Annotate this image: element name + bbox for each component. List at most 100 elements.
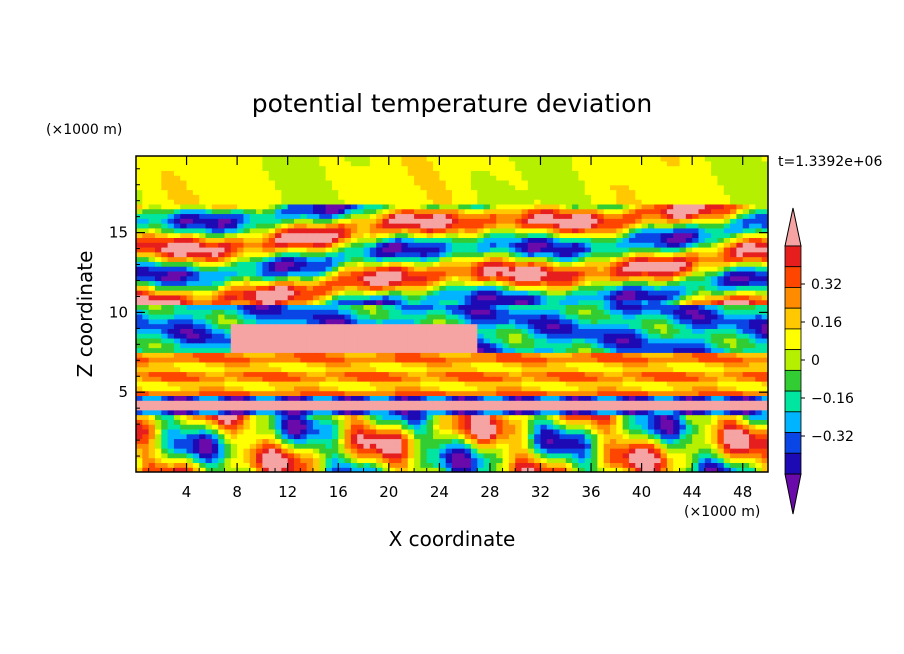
heatmap-cell — [357, 342, 365, 349]
heatmap-cell — [736, 390, 744, 396]
heatmap-cell — [180, 390, 188, 396]
heatmap-cell — [483, 462, 491, 468]
heatmap-cell — [136, 275, 143, 282]
heatmap-cell — [142, 395, 150, 401]
heatmap-cell — [553, 390, 561, 396]
heatmap-cell — [534, 266, 542, 272]
heatmap-cell — [249, 352, 257, 358]
heatmap-cell — [489, 290, 497, 296]
heatmap-cell — [692, 400, 700, 406]
heatmap-cell — [742, 385, 750, 392]
heatmap-cell — [230, 438, 238, 444]
heatmap-cell — [420, 448, 428, 454]
heatmap-cell — [331, 290, 339, 296]
heatmap-cell — [717, 390, 725, 396]
heatmap-cell — [736, 385, 744, 392]
heatmap-cell — [167, 261, 175, 267]
heatmap-cell — [376, 275, 384, 282]
heatmap-cell — [572, 462, 579, 468]
heatmap-cell — [654, 328, 662, 334]
heatmap-cell — [692, 390, 700, 396]
heatmap-cell — [218, 328, 226, 334]
heatmap-cell — [489, 361, 497, 368]
heatmap-cell — [458, 414, 466, 420]
heatmap-cell — [647, 395, 655, 401]
heatmap-cell — [591, 246, 598, 253]
heatmap-cell — [154, 266, 162, 272]
heatmap-cell — [211, 242, 219, 248]
heatmap-cell — [736, 323, 744, 329]
heatmap-cell — [275, 404, 282, 411]
heatmap-cell — [723, 433, 731, 440]
heatmap-cell — [755, 251, 763, 258]
heatmap-cell — [489, 266, 497, 272]
heatmap-cell — [186, 304, 194, 310]
heatmap-cell — [622, 361, 630, 368]
heatmap-cell — [426, 290, 434, 296]
heatmap-cell — [407, 419, 415, 425]
heatmap-cell — [249, 419, 257, 425]
heatmap-cell — [211, 371, 219, 377]
heatmap-cell — [610, 462, 617, 468]
heatmap-cell — [654, 299, 662, 306]
heatmap-cell — [578, 318, 586, 325]
heatmap-cell — [148, 275, 156, 282]
heatmap-cell — [673, 443, 681, 449]
heatmap-cell — [180, 400, 188, 406]
heatmap-cell — [502, 237, 510, 243]
heatmap-cell — [414, 294, 421, 301]
heatmap-cell — [622, 237, 630, 243]
heatmap-cell — [515, 232, 523, 238]
heatmap-cell — [458, 376, 466, 382]
heatmap-cell — [395, 448, 403, 454]
heatmap-cell — [584, 266, 592, 272]
heatmap-cell — [616, 290, 624, 296]
heatmap-cell — [281, 462, 289, 468]
heatmap-cell — [635, 294, 643, 301]
heatmap-cell — [610, 414, 617, 420]
heatmap-cell — [464, 266, 472, 272]
heatmap-cell — [685, 376, 693, 382]
heatmap-cell — [666, 328, 674, 334]
heatmap-cell — [483, 266, 491, 272]
heatmap-cell — [205, 409, 213, 416]
heatmap-cell — [654, 270, 662, 277]
heatmap-cell — [192, 304, 200, 310]
heatmap-cell — [616, 390, 624, 396]
heatmap-cell — [635, 361, 643, 368]
heatmap-cell — [161, 246, 169, 253]
heatmap-cell — [357, 261, 365, 267]
heatmap-cell — [287, 323, 295, 329]
heatmap-cell — [654, 443, 662, 449]
heatmap-cell — [395, 337, 403, 344]
heatmap-cell — [420, 261, 428, 267]
heatmap-cell — [635, 333, 643, 339]
heatmap-cell — [445, 457, 453, 464]
heatmap-cell — [610, 419, 617, 425]
heatmap-cell — [414, 251, 421, 258]
heatmap-cell — [521, 352, 529, 358]
heatmap-cell — [635, 376, 643, 382]
heatmap-cell — [344, 414, 352, 420]
heatmap-cell — [268, 414, 276, 420]
heatmap-cell — [452, 433, 459, 440]
heatmap-cell — [312, 333, 320, 339]
heatmap-cell — [407, 232, 415, 238]
heatmap-cell — [262, 280, 270, 286]
heatmap-cell — [445, 275, 453, 282]
heatmap-cell — [395, 419, 403, 425]
heatmap-cell — [186, 309, 194, 315]
heatmap-cell — [420, 333, 428, 339]
heatmap-cell — [622, 381, 630, 387]
heatmap-cell — [192, 381, 200, 387]
heatmap-cell — [388, 280, 396, 286]
heatmap-cell — [749, 462, 756, 468]
heatmap-cell — [420, 294, 428, 301]
heatmap-cell — [603, 428, 611, 435]
heatmap-cell — [136, 457, 143, 464]
heatmap-cell — [331, 357, 339, 363]
heatmap-cell — [597, 347, 605, 353]
heatmap-cell — [407, 347, 415, 353]
heatmap-cell — [647, 452, 655, 459]
heatmap-cell — [717, 376, 725, 382]
